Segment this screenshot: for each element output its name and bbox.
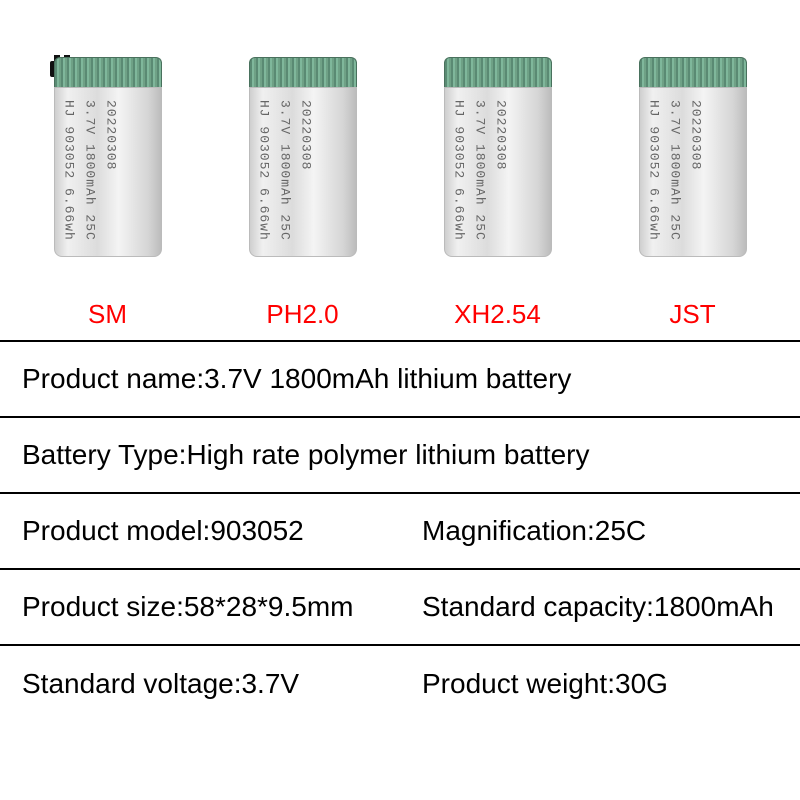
print-line: 20220308 xyxy=(300,100,313,241)
print-line: 3.7V 1800mAh 25C xyxy=(84,100,97,241)
spec-standard-capacity: Standard capacity:1800mAh xyxy=(400,570,800,644)
print-line: 3.7V 1800mAh 25C xyxy=(279,100,292,241)
battery-col-xh254: HJ 903052 6.66wh 3.7V 1800mAh 25C 202203… xyxy=(444,57,552,330)
spec-row: Product size:58*28*9.5mm Standard capaci… xyxy=(0,570,800,646)
spec-row: Product model:903052 Magnification:25C xyxy=(0,494,800,570)
battery-body: HJ 903052 6.66wh 3.7V 1800mAh 25C 202203… xyxy=(54,87,162,257)
spec-table: Product name:3.7V 1800mAh lithium batter… xyxy=(0,340,800,722)
battery-body: HJ 903052 6.66wh 3.7V 1800mAh 25C 202203… xyxy=(249,87,357,257)
spec-product-weight: Product weight:30G xyxy=(400,646,800,722)
spec-product-name: Product name:3.7V 1800mAh lithium batter… xyxy=(0,342,800,416)
spec-row: Product name:3.7V 1800mAh lithium batter… xyxy=(0,342,800,418)
print-line: 3.7V 1800mAh 25C xyxy=(474,100,487,241)
connector-label-sm: SM xyxy=(88,299,127,330)
print-line: HJ 903052 6.66wh xyxy=(648,100,661,241)
print-line: HJ 903052 6.66wh xyxy=(453,100,466,241)
print-line: HJ 903052 6.66wh xyxy=(258,100,271,241)
battery-print: HJ 903052 6.66wh 3.7V 1800mAh 25C 202203… xyxy=(648,100,703,241)
battery-print: HJ 903052 6.66wh 3.7V 1800mAh 25C 202203… xyxy=(258,100,313,241)
spec-row: Standard voltage:3.7V Product weight:30G xyxy=(0,646,800,722)
battery-top xyxy=(444,57,552,87)
battery-col-ph20: HJ 903052 6.66wh 3.7V 1800mAh 25C 202203… xyxy=(249,57,357,330)
print-line: HJ 903052 6.66wh xyxy=(63,100,76,241)
battery-row: HJ 903052 6.66wh 3.7V 1800mAh 25C 202203… xyxy=(0,0,800,340)
battery-unit: HJ 903052 6.66wh 3.7V 1800mAh 25C 202203… xyxy=(444,57,552,277)
print-line: 3.7V 1800mAh 25C xyxy=(669,100,682,241)
spec-standard-voltage: Standard voltage:3.7V xyxy=(0,646,400,722)
battery-print: HJ 903052 6.66wh 3.7V 1800mAh 25C 202203… xyxy=(453,100,508,241)
spec-magnification: Magnification:25C xyxy=(400,494,800,568)
print-line: 20220308 xyxy=(495,100,508,241)
connector-label-ph20: PH2.0 xyxy=(266,299,338,330)
print-line: 20220308 xyxy=(690,100,703,241)
connector-label-xh254: XH2.54 xyxy=(454,299,541,330)
battery-top xyxy=(54,57,162,87)
battery-unit: HJ 903052 6.66wh 3.7V 1800mAh 25C 202203… xyxy=(639,57,747,277)
battery-unit: HJ 903052 6.66wh 3.7V 1800mAh 25C 202203… xyxy=(54,57,162,277)
battery-top xyxy=(249,57,357,87)
battery-unit: HJ 903052 6.66wh 3.7V 1800mAh 25C 202203… xyxy=(249,57,357,277)
battery-col-sm: HJ 903052 6.66wh 3.7V 1800mAh 25C 202203… xyxy=(54,57,162,330)
battery-col-jst: HJ 903052 6.66wh 3.7V 1800mAh 25C 202203… xyxy=(639,57,747,330)
battery-print: HJ 903052 6.66wh 3.7V 1800mAh 25C 202203… xyxy=(63,100,118,241)
spec-row: Battery Type:High rate polymer lithium b… xyxy=(0,418,800,494)
battery-top xyxy=(639,57,747,87)
spec-product-size: Product size:58*28*9.5mm xyxy=(0,570,400,644)
battery-body: HJ 903052 6.66wh 3.7V 1800mAh 25C 202203… xyxy=(639,87,747,257)
connector-label-jst: JST xyxy=(669,299,715,330)
print-line: 20220308 xyxy=(105,100,118,241)
battery-body: HJ 903052 6.66wh 3.7V 1800mAh 25C 202203… xyxy=(444,87,552,257)
spec-product-model: Product model:903052 xyxy=(0,494,400,568)
spec-battery-type: Battery Type:High rate polymer lithium b… xyxy=(0,418,800,492)
